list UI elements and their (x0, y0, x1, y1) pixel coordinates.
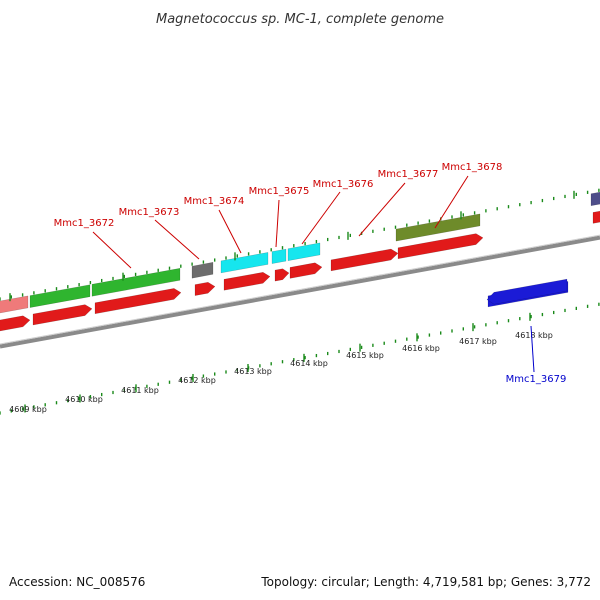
gene-leader-line (358, 182, 406, 237)
kbp-tick-label: 4610 kbp (65, 395, 103, 404)
gene-block (0, 295, 29, 314)
cds-arrow (32, 304, 93, 326)
gene-label: Mmc1_3679 (506, 374, 567, 385)
gene-block (29, 284, 91, 308)
gene-label: Mmc1_3673 (119, 207, 180, 218)
genome-backbone (0, 234, 600, 349)
cds-arrow (397, 233, 484, 260)
gene-block (395, 213, 481, 242)
cds-arrow (0, 315, 31, 332)
backbone-line (0, 235, 600, 349)
gene-arrow-reverse (486, 278, 568, 305)
gene-label: Mmc1_3676 (313, 179, 374, 190)
cds-arrow (289, 262, 323, 279)
kbp-tick-label: 4614 kbp (290, 359, 328, 368)
gene-block (91, 268, 181, 297)
cds-arrow (330, 248, 399, 272)
cds-arrow (194, 281, 216, 296)
gene-block (287, 242, 321, 261)
gene-leader-line (275, 199, 280, 248)
gene-block (590, 191, 600, 206)
gene-leader-line (434, 175, 469, 229)
gene-leader-line (154, 219, 200, 260)
gene-leader-line (301, 191, 341, 245)
scale-ticks: 4609 kbp 4610 kbp 4611 kbp 4612 kbp 4613 kbp… (0, 188, 600, 415)
cds-arrow (274, 268, 290, 282)
kbp-tick-label: 4609 kbp (9, 405, 47, 414)
gene-block (191, 261, 214, 279)
gene-labels: Mmc1_3672Mmc1_3673Mmc1_3674Mmc1_3675Mmc1… (54, 162, 567, 385)
cds-arrow (223, 272, 271, 291)
gene-label: Mmc1_3677 (378, 169, 439, 180)
cds-arrow (592, 210, 600, 224)
genome-summary-text: Topology: circular; Length: 4,719,581 bp… (260, 575, 591, 589)
kbp-tick-label: 4613 kbp (234, 367, 272, 376)
gene-leader-line (530, 325, 535, 373)
gene-label: Mmc1_3678 (442, 162, 503, 173)
map-title: Magnetococcus sp. MC-1, complete genome (156, 12, 444, 27)
kbp-tick-label: 4611 kbp (121, 386, 159, 395)
gene-block (220, 252, 269, 274)
kbp-tick-label: 4615 kbp (346, 351, 384, 360)
accession-text: Accession: NC_008576 (9, 575, 145, 589)
gene-label: Mmc1_3674 (184, 196, 245, 207)
kbp-tick-label: 4617 kbp (459, 337, 497, 346)
backbone-highlight (0, 234, 600, 345)
kbp-tick-label: 4616 kbp (402, 344, 440, 353)
gene-leader-line (218, 209, 242, 254)
gene-label: Mmc1_3672 (54, 218, 115, 229)
gene-block (271, 248, 287, 264)
kbp-tick-label: 4612 kbp (178, 376, 216, 385)
cds-arrow (94, 288, 182, 315)
kbp-tick-label: 4618 kbp (515, 331, 553, 340)
gene-leader-line (92, 231, 132, 269)
gene-label: Mmc1_3675 (249, 186, 310, 197)
feature-track (0, 191, 600, 332)
